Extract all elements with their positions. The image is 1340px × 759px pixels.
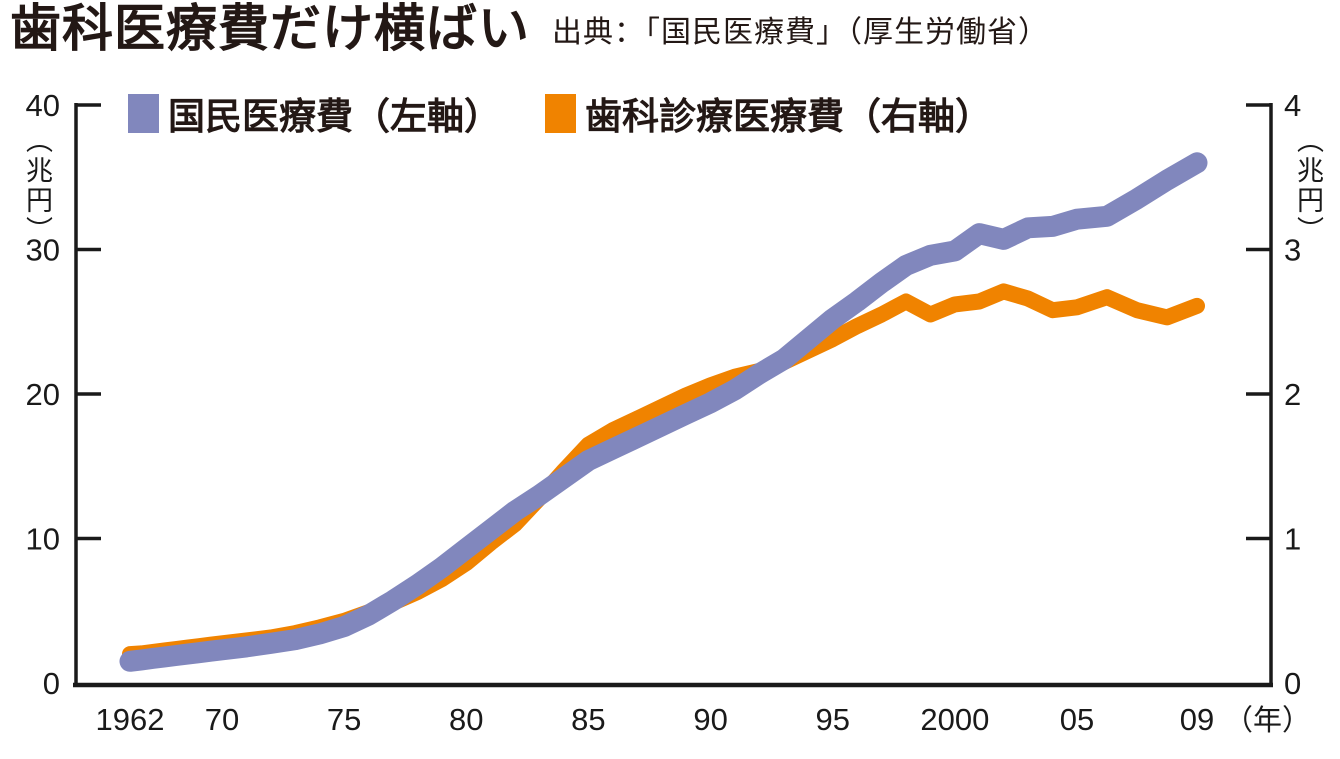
x-axis-tick-label: 70	[205, 702, 239, 737]
x-axis-unit-label: （年）	[1224, 704, 1311, 737]
legend-item-dental: 歯科診療医療費（右軸）	[545, 86, 992, 140]
x-axis-tick-label: 1962	[96, 702, 165, 737]
left-axis-tick-label: 0	[43, 666, 60, 701]
dental-series-swatch-icon	[545, 93, 576, 133]
x-axis-tick-label: 90	[693, 702, 727, 737]
chart-legend: 国民医療費（左軸） 歯科診療医療費（右軸）	[128, 86, 992, 140]
right-axis-tick-label: 0	[1284, 666, 1301, 701]
page-title: 歯科医療費だけ横ばい	[10, 0, 531, 57]
x-axis-tick-label: 75	[327, 702, 361, 737]
x-axis-tick-label: 80	[449, 702, 483, 737]
source-label: 出典：「国民医療費」（厚生労働省）	[552, 16, 1050, 49]
national-medical-costs-line	[119, 152, 1208, 672]
left-axis-unit-label: （兆円）	[22, 126, 52, 246]
right-axis-tick-label: 3	[1284, 233, 1301, 268]
x-axis-tick-label: 2000	[920, 702, 989, 737]
x-axis-tick-label: 95	[815, 702, 849, 737]
right-axis-tick-label: 1	[1284, 522, 1301, 557]
left-axis-tick-label: 30	[26, 233, 60, 268]
dental-medical-costs-line	[122, 283, 1205, 663]
legend-label: 歯科診療医療費（右軸）	[585, 96, 992, 137]
left-axis-tick-label: 10	[26, 522, 60, 557]
left-axis-tick-label: 20	[26, 377, 60, 412]
legend-label: 国民医療費（左軸）	[168, 96, 501, 137]
x-axis-tick-label: 85	[571, 702, 605, 737]
left-axis-tick-label: 40	[26, 88, 60, 123]
right-axis-tick-label: 2	[1284, 377, 1301, 412]
national-series-swatch-icon	[128, 93, 159, 133]
legend-item-national: 国民医療費（左軸）	[128, 86, 501, 140]
x-axis-tick-label: 05	[1060, 702, 1094, 737]
right-axis-tick-label: 4	[1284, 88, 1301, 123]
right-axis-unit-label: （兆円）	[1293, 126, 1323, 246]
chart-header: 歯科医療費だけ横ばい 出典：「国民医療費」（厚生労働省）	[10, 0, 1049, 58]
x-axis-tick-label: 09	[1180, 702, 1214, 737]
